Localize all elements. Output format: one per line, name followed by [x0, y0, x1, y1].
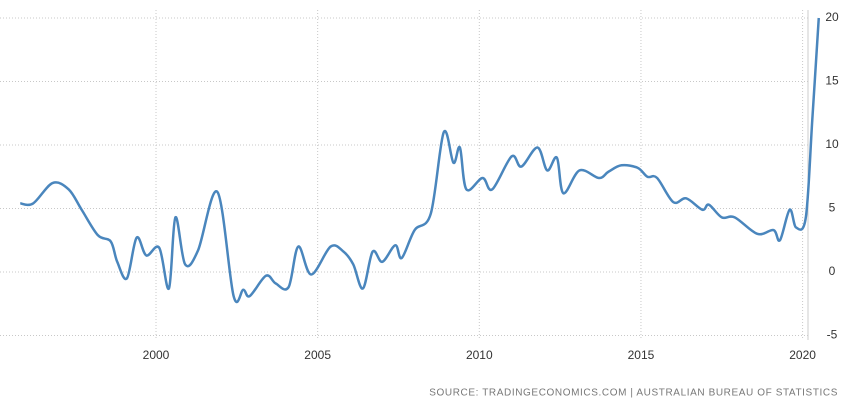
x-tick-label: 2020 — [789, 348, 816, 362]
x-tick-label: 2000 — [143, 348, 170, 362]
x-tick-label: 2010 — [466, 348, 493, 362]
line — [20, 17, 821, 304]
y-tick-label: 5 — [829, 201, 836, 215]
source: SOURCE: TRADINGECONOMICS.COM | AUSTRALIA… — [429, 388, 838, 399]
y-tick-label: 0 — [829, 264, 836, 278]
y-tick-label: 20 — [825, 10, 839, 24]
y-tick-label: 10 — [825, 137, 839, 151]
y-tick-label: 15 — [825, 74, 839, 88]
y-tick-label: -5 — [827, 328, 838, 342]
x-tick-label: 2015 — [628, 348, 655, 362]
x-tick-label: 2005 — [304, 348, 331, 362]
